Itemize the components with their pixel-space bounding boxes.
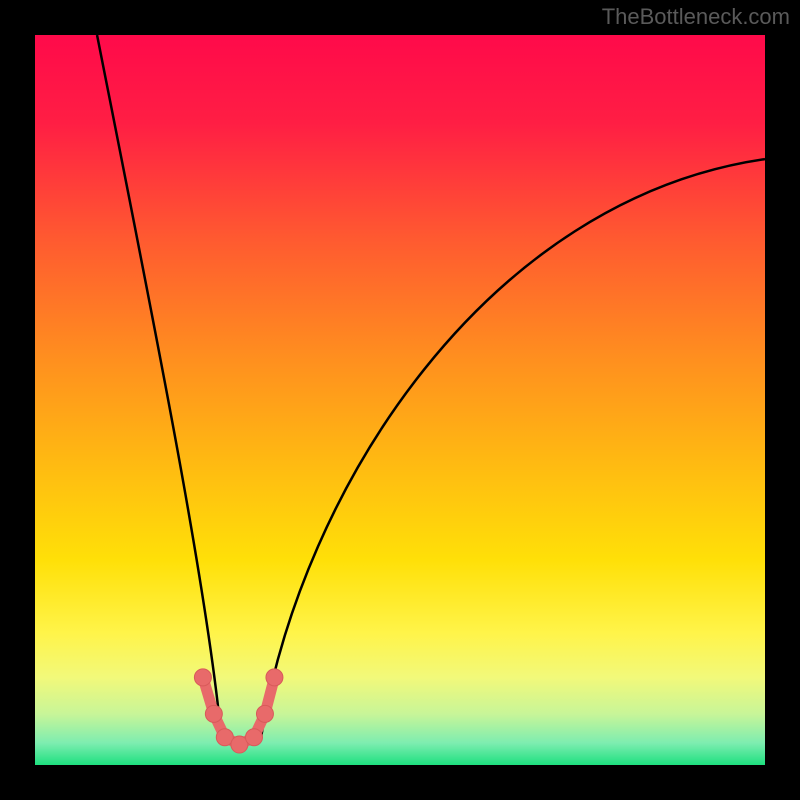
marker-dot [194, 669, 211, 686]
watermark-text: TheBottleneck.com [602, 4, 790, 30]
marker-dot [266, 669, 283, 686]
left-curve [97, 35, 221, 736]
marker-dot [256, 705, 273, 722]
marker-dot [205, 705, 222, 722]
right-curve [261, 159, 765, 736]
marker-dot [246, 729, 263, 746]
chart-svg [35, 35, 765, 765]
plot-area [35, 35, 765, 765]
